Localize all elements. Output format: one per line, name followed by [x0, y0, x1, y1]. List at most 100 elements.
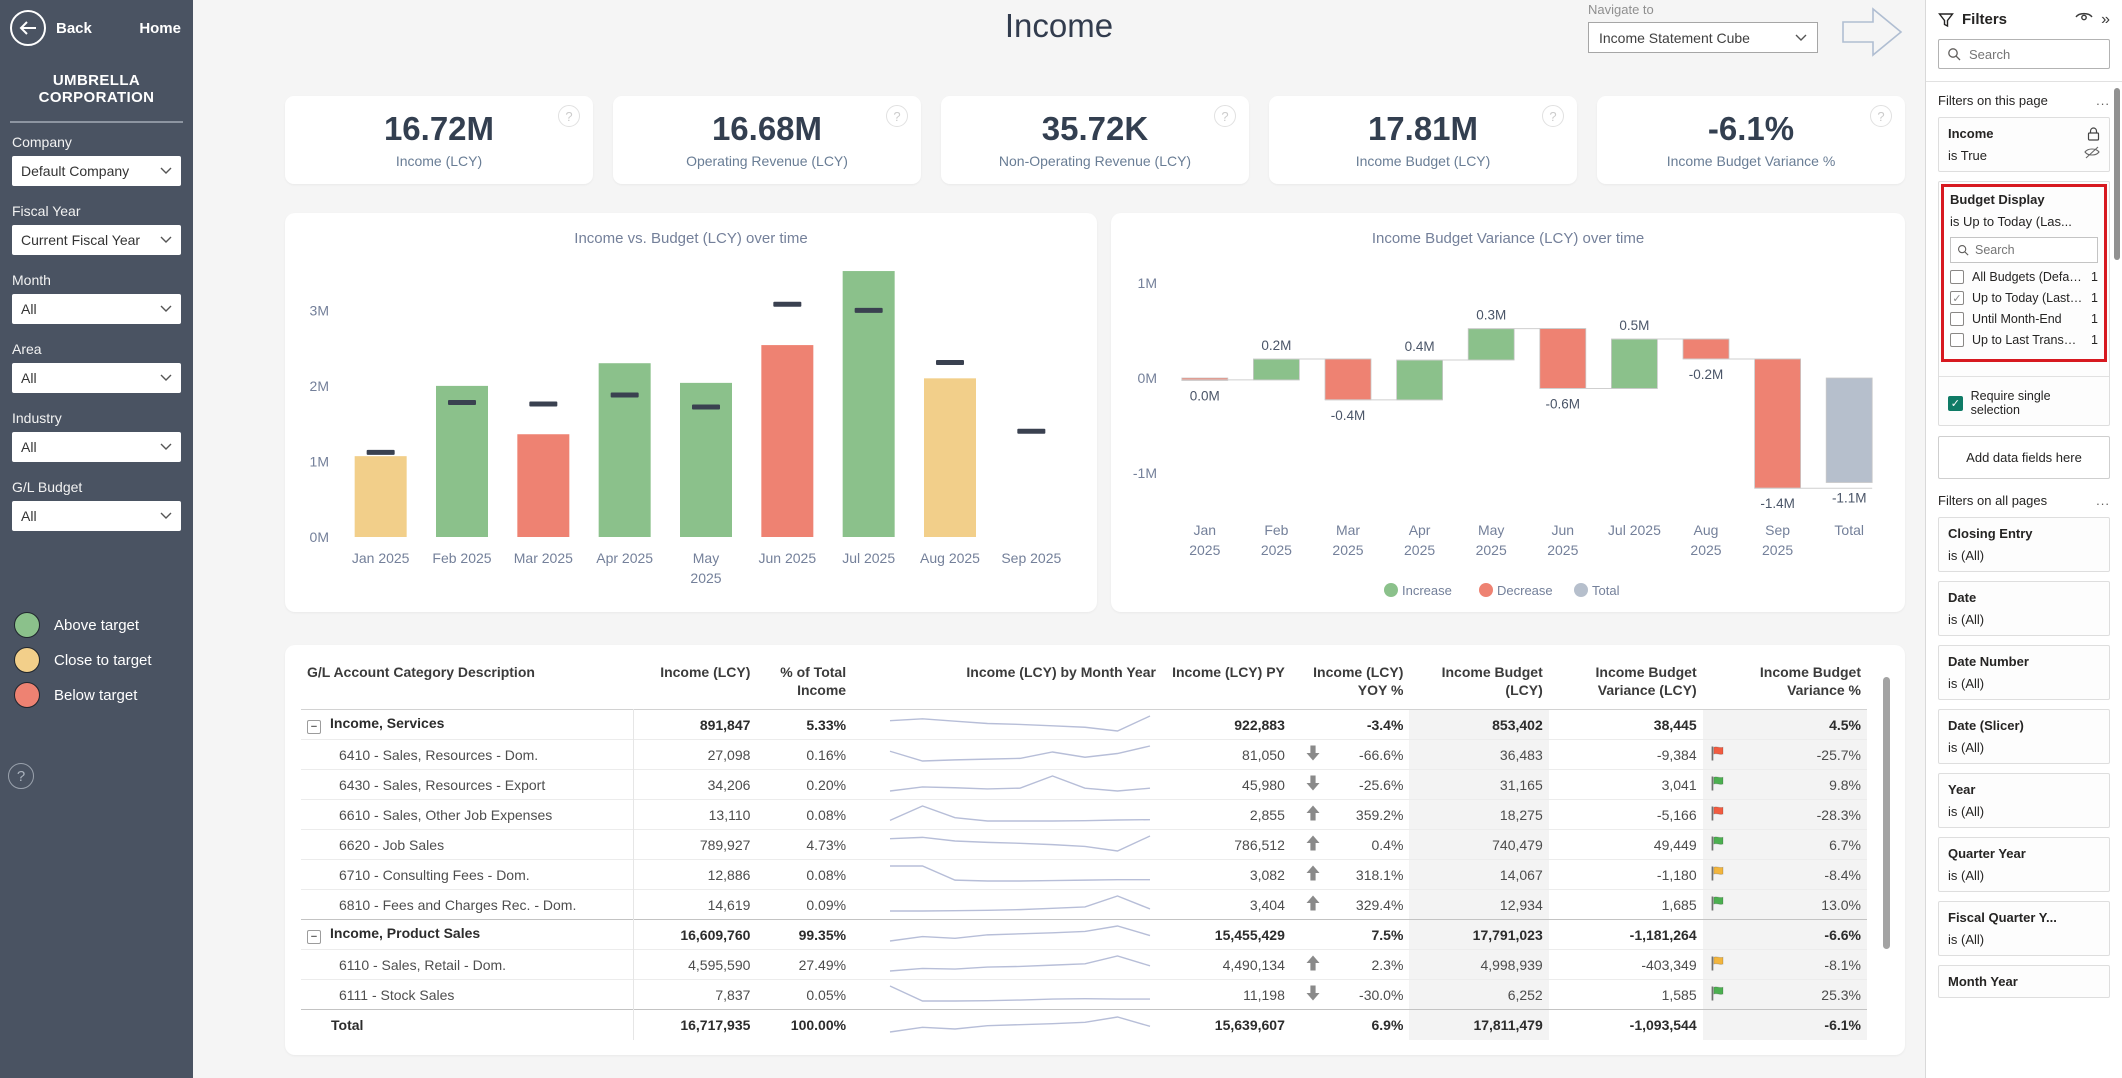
flag-cell	[1702, 739, 1747, 770]
bar-jun-2025[interactable]	[761, 345, 814, 537]
kpi-help-icon[interactable]: ?	[558, 105, 580, 127]
filter-card-closing-entry[interactable]: Closing Entry is (All)	[1938, 517, 2110, 572]
filter-card-date[interactable]: Date is (All)	[1938, 581, 2110, 636]
arrow-down-icon	[1306, 775, 1320, 791]
checkbox-unchecked-icon[interactable]	[1950, 333, 1964, 347]
collapse-pane-icon[interactable]: »	[2101, 10, 2110, 28]
waterfall-bar-jun-2025[interactable]	[1539, 328, 1587, 389]
filters-pane-scrollbar[interactable]	[2114, 88, 2120, 260]
go-arrow-button[interactable]	[1841, 4, 1905, 60]
filter-card-fiscal-quarter-y[interactable]: Fiscal Quarter Y... is (All)	[1938, 901, 2110, 956]
navigate-to-value: Income Statement Cube	[1599, 29, 1750, 46]
column-header-income-budget-lcy[interactable]: Income Budget (LCY)	[1441, 664, 1543, 699]
bar-feb-2025[interactable]	[436, 385, 488, 537]
add-data-fields-dropzone[interactable]: Add data fields here	[1938, 436, 2110, 479]
home-button[interactable]: Home	[139, 20, 181, 37]
filter-card-year[interactable]: Year is (All)	[1938, 773, 2110, 828]
budget-display-filter-card[interactable]: Budget Display is Up to Today (Las... Al…	[1938, 181, 2110, 426]
yoy-pct-cell: 359.2%	[1355, 806, 1404, 823]
budget-display-search-input[interactable]	[1975, 243, 2075, 257]
bar-jul-2025[interactable]	[842, 271, 895, 537]
column-header-income-lcy-py[interactable]: Income (LCY) PY	[1172, 664, 1285, 680]
svg-text:0.5M: 0.5M	[1619, 318, 1649, 333]
help-icon[interactable]: ?	[8, 763, 34, 789]
back-button[interactable]: Back	[10, 10, 92, 46]
bar-apr-2025[interactable]	[598, 363, 651, 537]
slicer-dropdown-g-l-budget[interactable]: All	[12, 501, 181, 531]
require-single-selection-checkbox[interactable]: ✓	[1948, 395, 1963, 411]
kpi-help-icon[interactable]: ?	[1214, 105, 1236, 127]
budget-option-up-to-last-transaction[interactable]: Up to Last Transaction 1	[1950, 333, 2098, 347]
column-header-of-total-income[interactable]: % of Total Income	[780, 664, 847, 699]
more-options-icon[interactable]: ...	[2096, 93, 2110, 108]
waterfall-bar-total[interactable]	[1825, 377, 1873, 483]
slicer-dropdown-month[interactable]: All	[12, 294, 181, 324]
column-header-income-lcy[interactable]: Income (LCY)	[660, 664, 751, 680]
slicer-dropdown-industry[interactable]: All	[12, 432, 181, 462]
waterfall-bar-jul-2025[interactable]	[1610, 338, 1658, 389]
sparkline-cell	[852, 1010, 1162, 1040]
collapse-toggle-icon[interactable]: −	[307, 720, 321, 735]
budget-option-all-budgets-default[interactable]: All Budgets (Default) 1	[1950, 270, 2098, 284]
variance-cell: 1,685	[1661, 896, 1697, 913]
variance-pct-cell: -25.7%	[1746, 739, 1867, 770]
lock-icon[interactable]	[2087, 126, 2100, 141]
navigate-to-select[interactable]: Income Statement Cube	[1588, 22, 1818, 53]
bar-jan-2025[interactable]	[354, 456, 407, 537]
row-label-cell: 6430 - Sales, Resources - Export	[301, 769, 635, 800]
arrow-up-icon	[1306, 955, 1320, 971]
income-py-cell: 786,512	[1234, 836, 1285, 853]
filter-card-income[interactable]: Income is True	[1938, 117, 2110, 172]
filter-card-date-number[interactable]: Date Number is (All)	[1938, 645, 2110, 700]
sparkline-6610-sales-other-job-expenses	[889, 805, 1150, 823]
bar-aug-2025[interactable]	[924, 378, 976, 537]
pct-of-total-cell: 0.08%	[806, 866, 847, 883]
bar-mar-2025[interactable]	[517, 434, 570, 537]
budget-option-up-to-today-last-re[interactable]: ✓ Up to Today (Last Re... 1	[1950, 291, 2098, 305]
filter-card-quarter-year[interactable]: Quarter Year is (All)	[1938, 837, 2110, 892]
checkbox-checked-icon[interactable]: ✓	[1950, 291, 1964, 305]
variance-cell: -403,349	[1641, 956, 1697, 973]
flag-green-icon	[1711, 776, 1724, 791]
eye-slash-icon[interactable]	[2084, 146, 2100, 159]
variance-pct-cell: 4.5%	[1746, 709, 1867, 740]
column-header-income-lcy-by-month-year[interactable]: Income (LCY) by Month Year	[966, 664, 1156, 680]
kpi-help-icon[interactable]: ?	[1870, 105, 1892, 127]
column-header-g-l-account-category-description[interactable]: G/L Account Category Description	[307, 664, 535, 680]
column-header-income-budget-variance-lcy[interactable]: Income Budget Variance (LCY)	[1595, 664, 1697, 699]
filter-card-month-year[interactable]: Month Year	[1938, 965, 2110, 998]
filter-card-title: Date (Slicer)	[1948, 718, 2024, 733]
more-options-icon[interactable]: ...	[2096, 493, 2110, 508]
waterfall-bar-jan-2025[interactable]	[1181, 377, 1229, 381]
back-label: Back	[56, 19, 92, 37]
filter-card-date-slicer[interactable]: Date (Slicer) is (All)	[1938, 709, 2110, 764]
waterfall-bar-mar-2025[interactable]	[1324, 358, 1372, 401]
kpi-help-icon[interactable]: ?	[1542, 105, 1564, 127]
kpi-label: Non-Operating Revenue (LCY)	[998, 152, 1192, 169]
yoy-pct-cell: -30.0%	[1359, 986, 1404, 1003]
waterfall-bar-feb-2025[interactable]	[1252, 358, 1300, 381]
svg-text:0.4M: 0.4M	[1405, 339, 1435, 354]
waterfall-bar-may-2025[interactable]	[1467, 328, 1515, 361]
waterfall-bar-apr-2025[interactable]	[1396, 359, 1444, 401]
budget-option-until-month-end[interactable]: Until Month-End 1	[1950, 312, 2098, 326]
kpi-help-icon[interactable]: ?	[886, 105, 908, 127]
waterfall-bar-aug-2025[interactable]	[1682, 338, 1730, 360]
slicer-dropdown-company[interactable]: Default Company	[12, 156, 181, 186]
checkbox-unchecked-icon[interactable]	[1950, 270, 1964, 284]
row-label-cell: 6610 - Sales, Other Job Expenses	[301, 799, 635, 830]
column-header-income-lcy-yoy[interactable]: Income (LCY) YOY %	[1313, 664, 1404, 699]
column-header-income-budget-variance[interactable]: Income Budget Variance %	[1759, 664, 1861, 699]
collapse-toggle-icon[interactable]: −	[307, 930, 321, 945]
table-vertical-scrollbar[interactable]	[1883, 677, 1890, 949]
kpi-card-income-budget-lcy: ? 17.81M Income Budget (LCY)	[1269, 96, 1577, 184]
eye-icon[interactable]	[2075, 10, 2093, 29]
waterfall-bar-sep-2025[interactable]	[1754, 358, 1801, 489]
budget-option-count: 1	[2091, 312, 2098, 326]
checkbox-unchecked-icon[interactable]	[1950, 312, 1964, 326]
slicer-dropdown-area[interactable]: All	[12, 363, 181, 393]
filters-search-input[interactable]	[1969, 46, 2079, 62]
slicer-dropdown-fiscal-year[interactable]: Current Fiscal Year	[12, 225, 181, 255]
flag-green-icon	[1711, 986, 1724, 1001]
